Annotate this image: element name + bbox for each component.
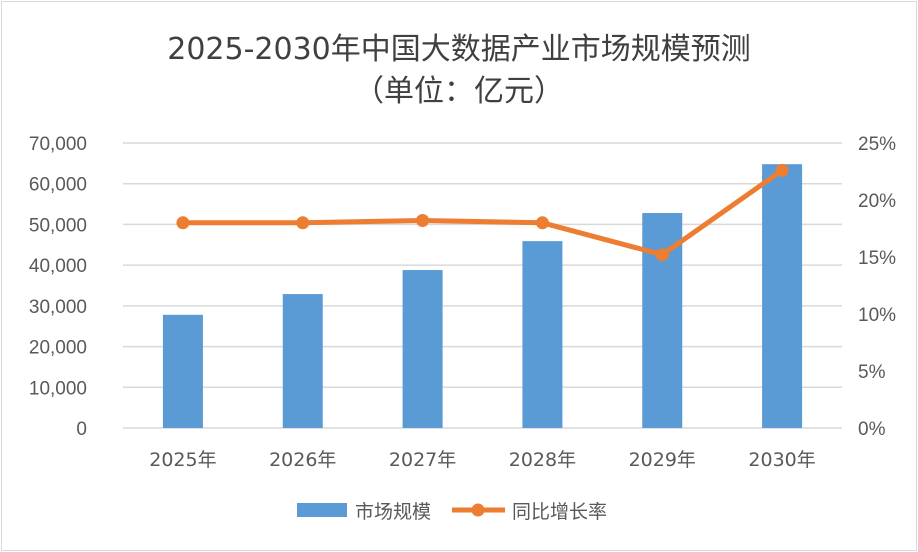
growth-point-2029年 [655, 248, 669, 262]
left-tick-label: 30,000 [29, 297, 87, 318]
left-tick-label: 0 [76, 419, 87, 440]
right-tick-label: 25% [858, 134, 896, 155]
left-tick-label: 50,000 [29, 215, 87, 236]
bar-2027年 [402, 270, 443, 428]
left-tick-label: 60,000 [29, 175, 87, 196]
growth-point-2025年 [176, 216, 190, 230]
x-tick-label: 2027年 [389, 449, 456, 471]
growth-point-2026年 [296, 216, 310, 230]
chart-title: 2025-2030年中国大数据产业市场规模预测 [167, 32, 751, 67]
x-tick-label: 2030年 [748, 449, 815, 471]
growth-point-2030年 [775, 163, 789, 177]
x-tick-label: 2025年 [149, 449, 216, 471]
x-tick-label: 2029年 [629, 449, 696, 471]
bar-2028年 [522, 241, 563, 428]
growth-point-2027年 [416, 214, 430, 228]
right-tick-label: 15% [858, 248, 896, 269]
growth-point-2028年 [535, 216, 549, 230]
legend-bar-label: 市场规模 [355, 501, 431, 523]
left-tick-label: 10,000 [29, 378, 87, 399]
legend-line-label: 同比增长率 [512, 501, 607, 523]
x-tick-label: 2028年 [509, 449, 576, 471]
legend-line-marker [471, 503, 485, 517]
right-tick-label: 0% [858, 419, 886, 440]
growth-rate-line [182, 168, 784, 258]
bar-2025年 [162, 314, 203, 428]
bar-2026年 [282, 294, 323, 428]
legend-bar-swatch [297, 503, 347, 517]
left-tick-label: 20,000 [29, 338, 87, 359]
left-tick-label: 70,000 [29, 134, 87, 155]
right-tick-label: 10% [858, 305, 896, 326]
right-tick-label: 20% [858, 191, 896, 212]
x-tick-label: 2026年 [269, 449, 336, 471]
bar-2030年 [762, 164, 803, 428]
right-tick-label: 5% [858, 362, 886, 383]
chart-subtitle: （单位：亿元） [354, 74, 564, 109]
left-tick-label: 40,000 [29, 256, 87, 277]
